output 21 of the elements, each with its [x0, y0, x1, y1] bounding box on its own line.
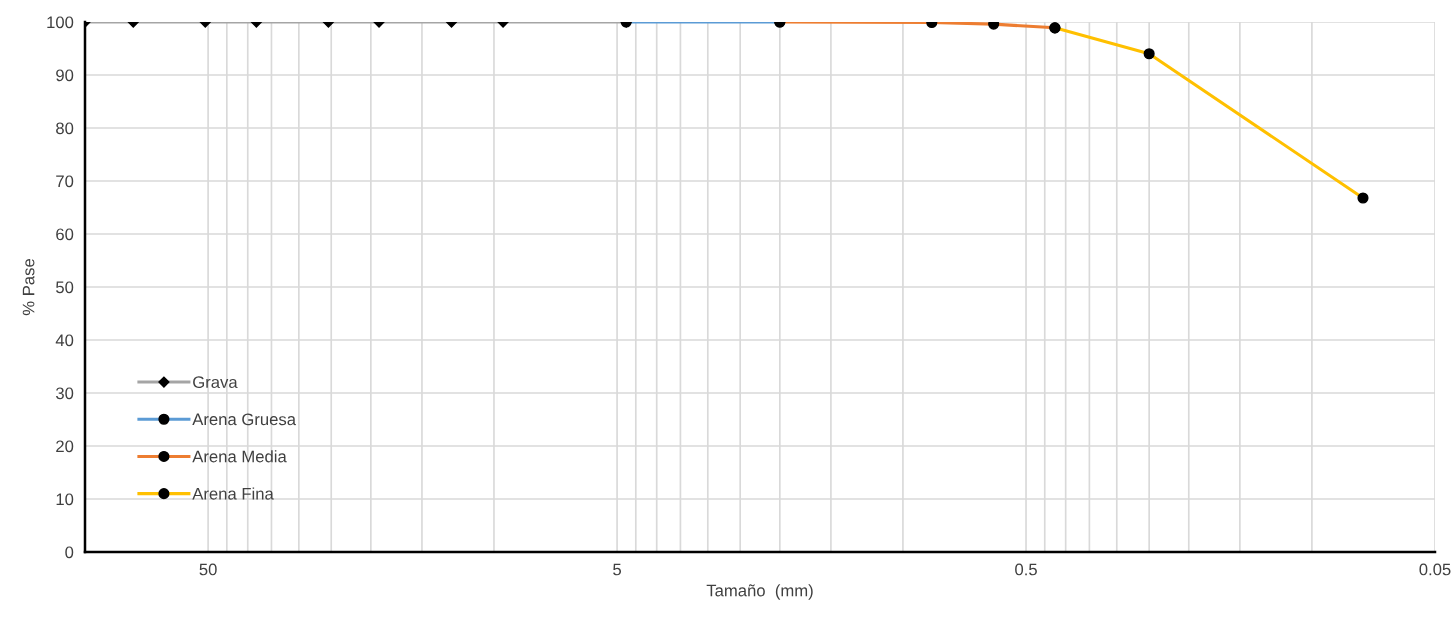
y-tick-label: 30: [55, 387, 74, 400]
legend-label: Grava: [193, 376, 238, 389]
x-tick-label: 5: [613, 563, 622, 576]
y-tick-label: 90: [56, 69, 74, 82]
x-axis-title: Tamaño (mm): [706, 584, 813, 600]
y-tick-label: 40: [55, 334, 74, 347]
y-tick-label: 100: [47, 16, 74, 29]
y-tick-label: 70: [56, 175, 74, 188]
y-tick-label: 50: [56, 281, 74, 294]
x-tick-label: 0.5: [1015, 563, 1037, 576]
y-tick-label: 10: [56, 493, 74, 506]
legend-label: Arena Media: [192, 450, 287, 463]
y-tick-label: 60: [56, 228, 74, 241]
y-axis-title: % Pase: [22, 259, 35, 316]
y-tick-label: 20: [56, 440, 74, 453]
y-tick-label: 0: [65, 546, 74, 559]
y-tick-label: 80: [56, 122, 74, 135]
x-tick-label: 0.05: [1419, 563, 1451, 576]
x-tick-label: 50: [199, 563, 217, 576]
legend-label: Arena Gruesa: [192, 413, 297, 426]
legend-label: Arena Fina: [192, 487, 274, 500]
